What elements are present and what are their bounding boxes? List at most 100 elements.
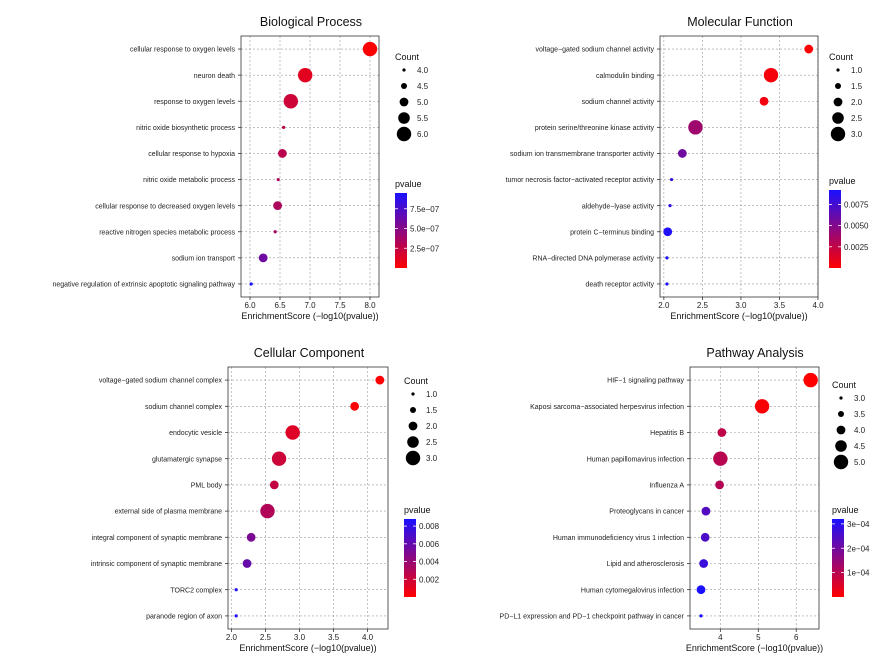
term-label: RNA−directed DNA polymerase activity [532, 255, 654, 262]
data-point [276, 177, 280, 182]
size-legend-dot [832, 112, 844, 124]
term-label: cellular response to decreased oxygen le… [95, 203, 235, 210]
chart-title: Pathway Analysis [706, 346, 803, 360]
colorbar [829, 190, 841, 268]
size-legend-label: 3.0 [854, 394, 866, 403]
colorbar-tick-label: 0.006 [419, 540, 440, 549]
size-legend-label: 2.0 [851, 98, 863, 107]
term-label: Lipid and atherosclerosis [607, 561, 685, 568]
size-legend-dot [399, 97, 409, 107]
x-tick-label: 7.0 [304, 301, 316, 310]
size-legend-label: 3.0 [851, 130, 863, 139]
size-legend-label: 3.5 [854, 410, 866, 419]
term-label: Hepatitis B [650, 430, 684, 437]
size-legend-dot [402, 68, 406, 72]
colorbar-tick-label: 0.0025 [844, 243, 869, 252]
size-legend-label: 1.5 [851, 82, 863, 91]
term-label: Kaposi sarcoma−associated herpesvirus in… [530, 404, 684, 411]
colorbar-tick-label: 0.0075 [844, 200, 869, 209]
size-legend-title: Count [404, 376, 429, 386]
data-point [269, 480, 279, 490]
color-legend-title: pvalue [404, 505, 431, 515]
size-legend-label: 5.0 [417, 98, 429, 107]
data-point [700, 532, 710, 542]
colorbar-tick-label: 7.5e−07 [410, 205, 440, 214]
size-legend-label: 3.0 [426, 454, 438, 463]
data-point [283, 94, 298, 109]
size-legend-dot [833, 454, 849, 470]
x-tick-label: 4.0 [812, 301, 824, 310]
size-legend-label: 5.5 [417, 114, 429, 123]
x-tick-label: 4.0 [362, 633, 374, 642]
term-label: nitric oxide biosynthetic process [136, 125, 235, 132]
data-point [234, 614, 238, 618]
data-point [350, 401, 360, 411]
x-tick-label: 3.5 [774, 301, 786, 310]
x-tick-label: 3.0 [294, 633, 306, 642]
chart-title: Cellular Component [254, 346, 365, 360]
data-point [699, 614, 703, 618]
term-label: tumor necrosis factor−activated receptor… [506, 177, 655, 184]
x-tick-label: 5 [756, 633, 761, 642]
term-label: external side of plasma membrane [115, 509, 222, 516]
size-legend-title: Count [395, 52, 420, 62]
size-legend-dot [408, 421, 418, 431]
size-legend-dot [836, 425, 846, 435]
data-point [285, 425, 300, 440]
color-legend-title: pvalue [829, 176, 856, 186]
size-legend-title: Count [829, 52, 854, 62]
data-point [273, 230, 277, 234]
panel-molecular-function: Molecular Function voltage−gated sodium c… [506, 15, 869, 321]
x-tick-label: 4 [718, 633, 723, 642]
term-label: sodium channel complex [145, 404, 223, 411]
data-point [804, 44, 814, 54]
panel-pathway-analysis: Pathway Analysis HIF−1 signaling pathway K… [500, 346, 870, 653]
x-axis-label: EnrichmentScore (−log10(pvalue)) [239, 643, 376, 653]
data-point [665, 256, 669, 260]
term-label: protein serine/threonine kinase activity [535, 125, 655, 132]
term-label: Human immunodeficiency virus 1 infection [553, 535, 684, 542]
colorbar-tick-label: 2.5e−07 [410, 244, 440, 253]
x-tick-label: 7.5 [334, 301, 346, 310]
size-legend-dot [830, 126, 846, 142]
data-point [273, 201, 282, 211]
size-legend-label: 4.0 [854, 426, 866, 435]
data-point [663, 227, 673, 237]
size-legend-dot [410, 407, 416, 413]
data-point [278, 149, 287, 158]
term-label: protein C−terminus binding [570, 229, 654, 236]
term-label: calmodulin binding [596, 73, 654, 80]
size-legend-label: 1.0 [426, 390, 438, 399]
term-label: death receptor activity [586, 282, 655, 289]
size-legend-label: 4.0 [417, 66, 429, 75]
data-point [246, 532, 256, 542]
x-axis-label: EnrichmentScore (−log10(pvalue)) [241, 311, 378, 321]
colorbar-tick-label: 1e−04 [847, 569, 870, 578]
term-label: glutamatergic synapse [152, 456, 222, 463]
x-tick-label: 6.0 [244, 301, 256, 310]
colorbar [395, 193, 407, 268]
plot-frame [689, 366, 820, 630]
size-legend-label: 1.0 [851, 66, 863, 75]
size-legend-dot [411, 392, 415, 396]
term-label: TORC2 complex [170, 587, 222, 594]
x-tick-label: 2.5 [260, 633, 272, 642]
colorbar-tick-label: 0.002 [419, 575, 440, 584]
size-legend-dot [407, 436, 419, 448]
x-tick-label: 8.0 [364, 301, 376, 310]
x-tick-label: 2.0 [658, 301, 670, 310]
chart-title: Biological Process [260, 15, 362, 29]
term-label: paranode region of axon [146, 614, 222, 621]
data-point [677, 149, 687, 158]
size-legend-label: 2.5 [426, 438, 438, 447]
term-label: cellular response to oxygen levels [130, 47, 236, 54]
term-label: nitric oxide metabolic process [143, 177, 235, 184]
data-point [234, 588, 238, 592]
data-point [665, 282, 669, 286]
term-label: cellular response to hypoxia [148, 151, 235, 158]
data-point [717, 428, 727, 437]
colorbar [832, 519, 844, 597]
term-label: integral component of synaptic membrane [92, 535, 222, 542]
term-label: response to oxygen levels [154, 99, 235, 106]
